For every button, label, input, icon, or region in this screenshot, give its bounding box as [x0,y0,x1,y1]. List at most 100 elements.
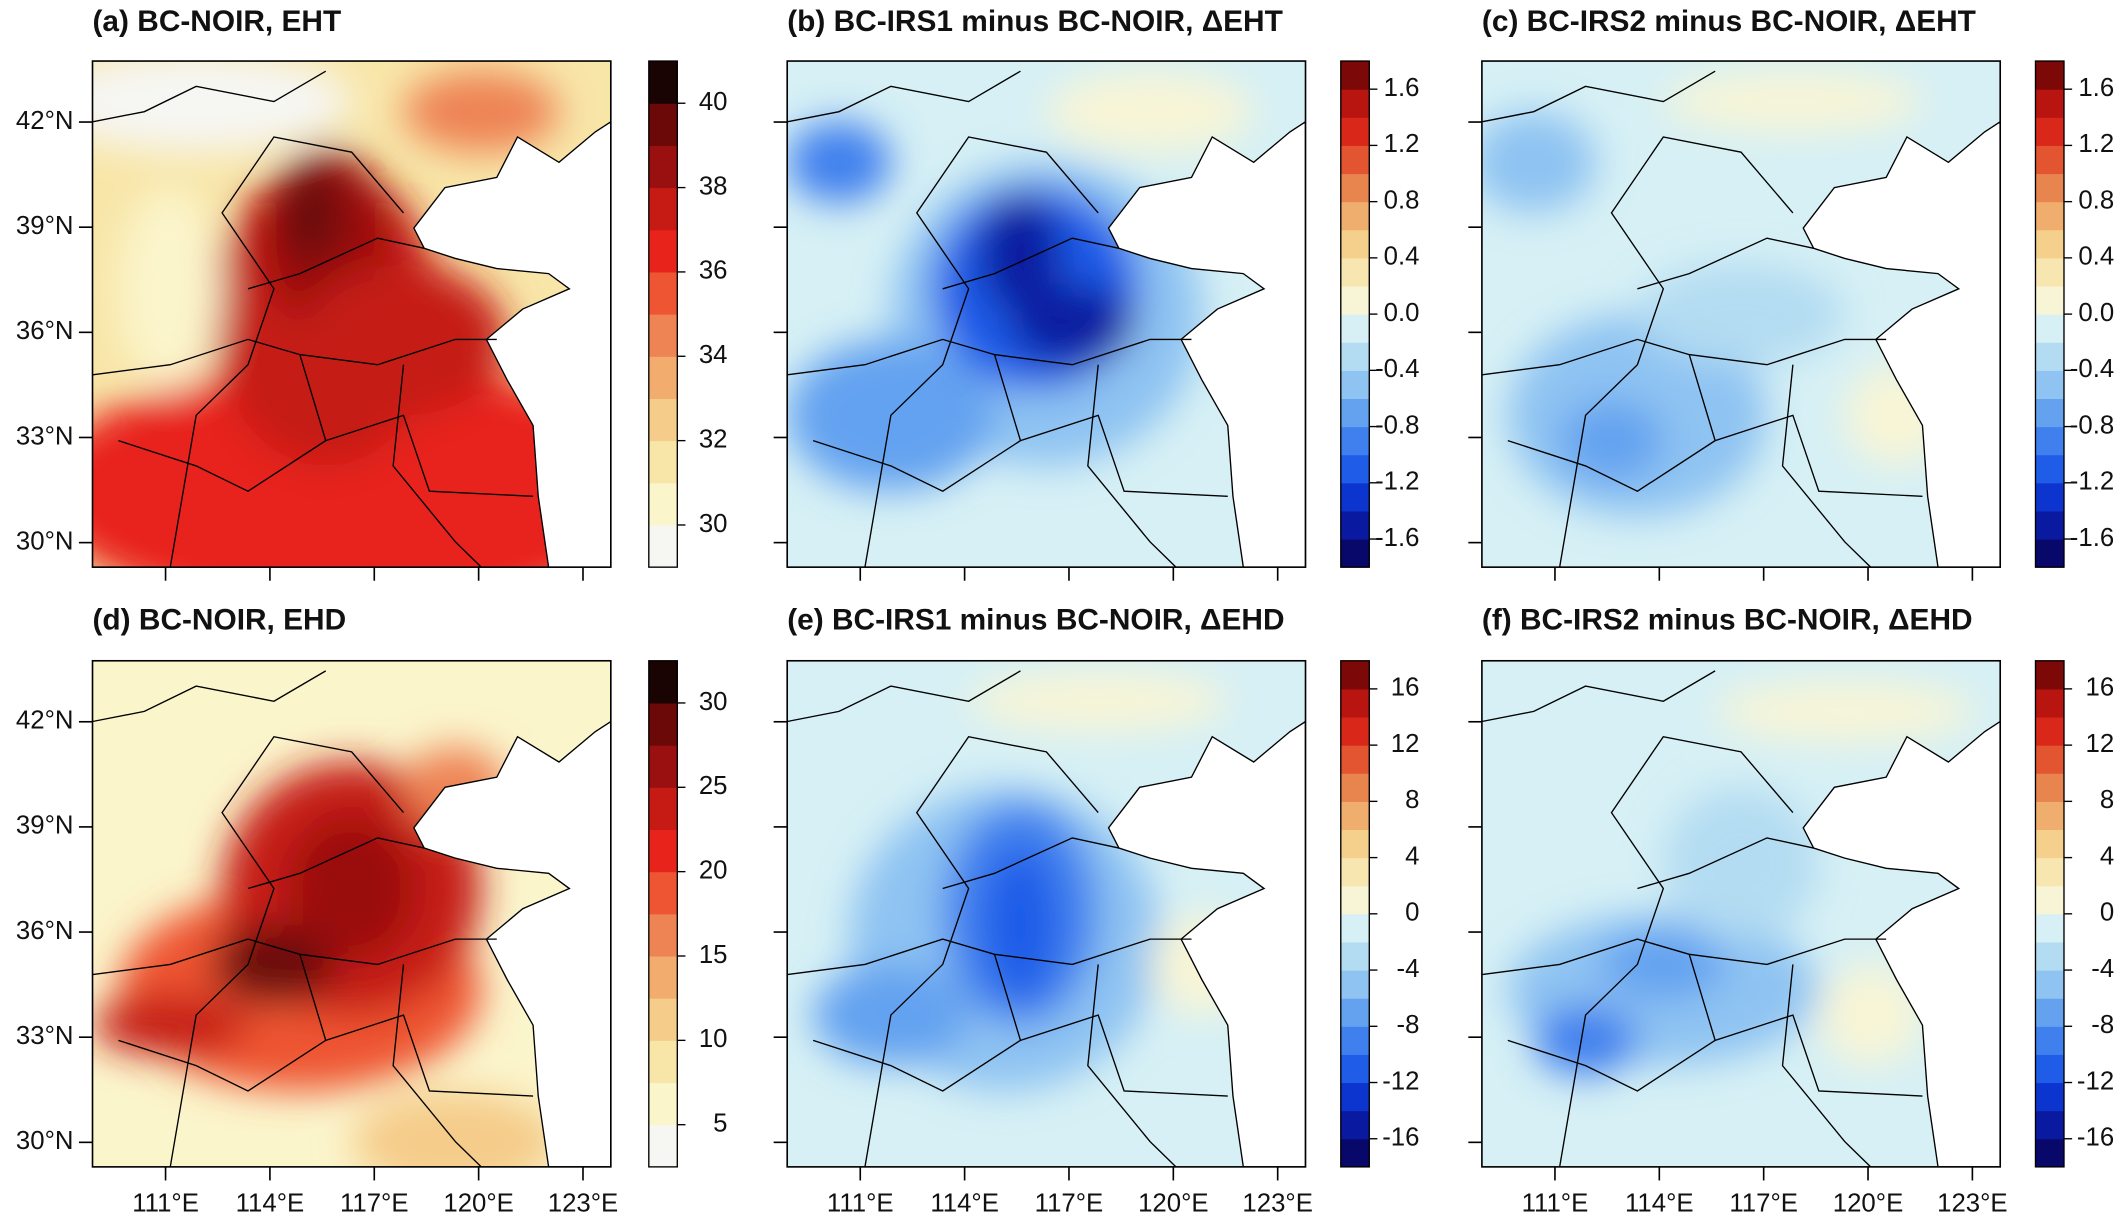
colorbar-frame [648,60,678,568]
colorbar-segment [2035,660,2064,690]
panel-title: (b) BC-IRS1 minus BC-NOIR, ΔEHT [787,5,1283,38]
lon-tick-label: 117°E [1729,1190,1798,1218]
colorbar-segment [2035,370,2064,399]
colorbar-segment [1340,482,1370,512]
colorbar-tick-label: -1.6 [2070,524,2114,552]
map-field [92,660,611,1167]
colorbar-segment [1340,398,1370,428]
province-border [299,354,534,497]
province-border [1637,837,1814,890]
colorbar-tick-label: 10 [699,1025,728,1053]
province-border [299,954,534,1097]
colorbar-segment [2035,885,2064,915]
province-border [118,1039,327,1092]
colorbar-segment [648,829,678,873]
colorbar-tick-label: -4 [2091,955,2114,983]
colorbar-segment [2035,257,2064,287]
colorbar-segment [2035,229,2064,259]
colorbar-segment [2035,285,2064,315]
province-border [942,237,1120,290]
colorbar-segment [2035,717,2064,746]
colorbar-segment [648,745,678,788]
colorbar-tick-label: 0.8 [1384,186,1420,214]
colorbar-segment [1340,829,1370,859]
panel: (b) BC-IRS1 minus BC-NOIR, ΔEHT -1.6 -1.2 -… [773,5,1420,581]
colorbar-segment [648,398,678,442]
province-border [169,136,405,568]
sea [1802,120,2001,568]
lon-tick-label: 114°E [1625,1190,1694,1218]
colorbar-tick-label: 15 [699,941,728,969]
colorbar-segment [648,482,678,526]
colorbar-tick-label: 0.0 [1384,299,1420,327]
field-patch [787,121,891,203]
province-border [92,938,497,976]
colorbar-segment [2035,801,2064,831]
field-patches [1507,681,1975,1076]
panel-title: (e) BC-IRS1 minus BC-NOIR, ΔEHD [787,603,1284,636]
colorbar-segment [2035,1026,2064,1055]
colorbar-tick-label: 0.4 [1384,243,1420,271]
colorbar-segment [1340,1138,1370,1168]
colorbar-segment [1340,229,1370,259]
colorbar-segment [648,271,678,315]
colorbar-segment [1340,285,1370,315]
province-border [864,136,1099,568]
colorbar-tick-label: 0 [2100,899,2114,927]
province-border [1507,1039,1716,1092]
colorbar-tick-label: 36 [699,257,728,285]
province-border [92,338,497,376]
colorbar-tick-label: 4 [1405,842,1419,870]
colorbar-segment [1340,773,1370,802]
province-border [1558,735,1794,1167]
colorbar-tick-label: -1.2 [2070,468,2114,496]
field-patch [1663,787,1819,940]
colorbar-segment [1340,539,1370,568]
field-patch [1481,111,1596,213]
colorbar-segment [1340,426,1370,456]
colorbar-segment [2035,173,2064,203]
province-border [1507,439,1716,493]
field-patch [1715,681,1975,742]
province-border [993,354,1228,497]
colorbar-segment [1340,885,1370,915]
lat-tick-label: 33°N [16,422,74,450]
field-patch [279,162,342,264]
colorbar-segment [1340,370,1370,399]
province-border [1558,136,1794,568]
field-patch [118,187,223,391]
colorbar-tick-label: -0.4 [1375,355,1419,383]
province-border [864,735,1099,1167]
colorbar-segment [648,702,678,746]
colorbar-segment [648,356,678,399]
field-patches [1481,71,1949,517]
colorbar-tick-label: -8 [1397,1011,1420,1039]
lat-tick-label: 36°N [16,917,74,945]
map-field [92,61,611,568]
colorbar-segment [2035,688,2064,718]
colorbar-tick-label: 8 [2100,786,2114,814]
colorbar-tick-label: -4 [1397,955,1420,983]
field-patch [92,364,611,568]
lat-tick-label: 36°N [16,317,74,345]
colorbar-segment [1340,970,1370,999]
colorbar-segment [648,187,678,231]
map-field [787,61,1306,568]
province-border [92,670,327,723]
colorbar-tick-label: 0 [1405,899,1419,927]
panel: (e) BC-IRS1 minus BC-NOIR, ΔEHD 111°E 114°… [773,603,1420,1218]
colorbar-segment [1340,454,1370,484]
lat-tick-label: 30°N [16,1127,74,1155]
lat-tick-label: 42°N [16,107,74,135]
colorbar-segment [1340,660,1370,690]
colorbar-tick-label: 40 [699,88,728,116]
colorbar-segment [2035,1054,2064,1084]
province-border [1087,364,1177,568]
field-patch [1663,71,1923,132]
province-border [942,837,1120,890]
colorbar-segment [2035,482,2064,512]
colorbar-frame [648,660,678,1168]
colorbar-segment [648,314,678,357]
lon-tick-label: 117°E [340,1190,409,1218]
